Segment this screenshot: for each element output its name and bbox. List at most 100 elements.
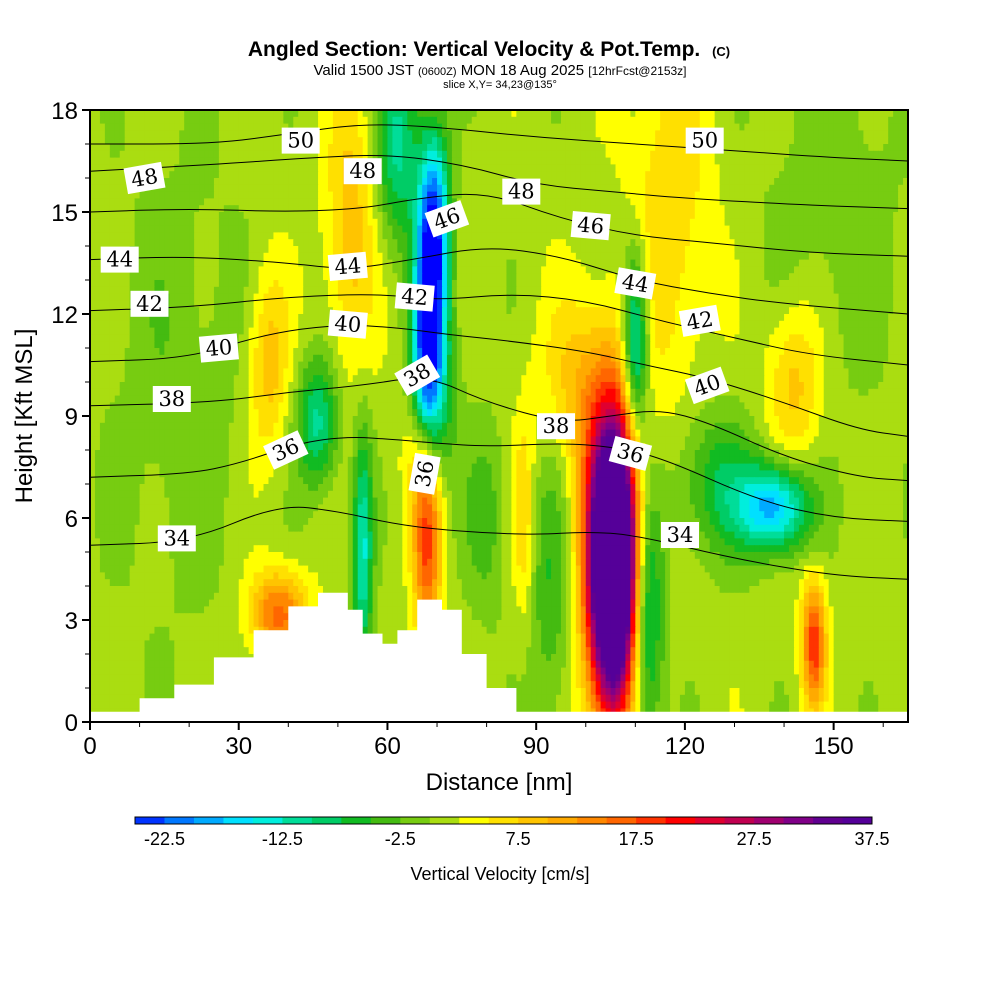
heatmap-cell — [779, 293, 785, 301]
heatmap-cell — [243, 157, 250, 165]
heatmap-cell — [789, 246, 795, 254]
heatmap-cell — [456, 123, 463, 131]
heatmap-cell — [670, 273, 676, 281]
heatmap-cell — [789, 171, 795, 179]
heatmap-cell — [486, 239, 493, 247]
heatmap-cell — [689, 212, 696, 220]
heatmap-cell — [184, 164, 190, 172]
heatmap-cell — [149, 116, 156, 125]
heatmap-cell — [734, 307, 741, 315]
heatmap-cell — [729, 130, 736, 138]
heatmap-cell — [332, 144, 339, 152]
heatmap-cell — [521, 266, 527, 274]
heatmap-cell — [278, 178, 284, 186]
heatmap-cell — [362, 130, 369, 138]
heatmap-cell — [308, 273, 314, 281]
heatmap-cell — [194, 137, 200, 145]
heatmap-cell — [169, 116, 175, 125]
heatmap-cell — [878, 239, 884, 247]
heatmap-cell — [724, 293, 731, 301]
heatmap-cell — [789, 218, 795, 227]
heatmap-cell — [541, 205, 547, 213]
heatmap-cell — [437, 137, 443, 145]
heatmap-cell — [129, 218, 136, 227]
heatmap-cell — [441, 157, 448, 165]
heatmap-cell — [694, 246, 701, 254]
heatmap-cell — [600, 171, 607, 179]
heatmap-cell — [303, 116, 309, 125]
heatmap-cell — [803, 150, 810, 159]
heatmap-cell — [382, 178, 389, 186]
heatmap-cell — [769, 198, 775, 206]
heatmap-cell — [704, 232, 711, 240]
heatmap-cell — [332, 116, 339, 125]
heatmap-cell — [208, 212, 215, 220]
heatmap-cell — [764, 212, 770, 220]
heatmap-cell — [803, 144, 810, 152]
heatmap-cell — [793, 266, 800, 274]
heatmap-cell — [873, 266, 879, 274]
heatmap-cell — [714, 232, 721, 240]
heatmap-cell — [630, 252, 636, 261]
heatmap-cell — [342, 123, 349, 131]
heatmap-cell — [764, 239, 770, 247]
heatmap-cell — [798, 137, 805, 145]
heatmap-cell — [481, 116, 488, 125]
heatmap-cell — [432, 266, 438, 274]
heatmap-cell — [620, 259, 627, 267]
heatmap-cell — [432, 137, 438, 145]
heatmap-cell — [744, 137, 750, 145]
heatmap-cell — [640, 246, 646, 254]
heatmap-cell — [90, 259, 96, 267]
heatmap-cell — [327, 191, 334, 199]
heatmap-cell — [635, 110, 641, 118]
heatmap-cell — [848, 212, 855, 220]
heatmap-cell — [729, 123, 736, 131]
heatmap-cell — [808, 225, 815, 233]
heatmap-cell — [199, 252, 205, 261]
heatmap-cell — [412, 171, 418, 179]
heatmap-cell — [501, 171, 508, 179]
heatmap-cell — [605, 280, 612, 288]
heatmap-cell — [392, 164, 398, 172]
heatmap-cell — [625, 198, 631, 206]
heatmap-cell — [704, 246, 711, 254]
heatmap-cell — [843, 286, 850, 295]
heatmap-cell — [208, 218, 215, 227]
heatmap-cell — [466, 232, 473, 240]
heatmap-cell — [134, 286, 141, 295]
heatmap-cell — [853, 307, 860, 315]
heatmap-cell — [556, 307, 562, 315]
heatmap-cell — [114, 178, 121, 186]
heatmap-cell — [541, 178, 547, 186]
heatmap-cell — [149, 150, 156, 159]
heatmap-cell — [253, 198, 260, 206]
heatmap-cell — [739, 171, 745, 179]
heatmap-cell — [873, 123, 879, 131]
heatmap-cell — [694, 218, 701, 227]
heatmap-cell — [744, 239, 750, 247]
heatmap-cell — [164, 178, 170, 186]
heatmap-cell — [595, 239, 602, 247]
heatmap-cell — [878, 171, 884, 179]
heatmap-cell — [332, 212, 339, 220]
heatmap-cell — [580, 280, 587, 288]
heatmap-cell — [684, 300, 691, 308]
heatmap-cell — [754, 259, 760, 267]
heatmap-cell — [129, 137, 136, 145]
heatmap-cell — [164, 110, 170, 118]
heatmap-cell — [600, 286, 607, 295]
heatmap-cell — [873, 130, 879, 138]
heatmap-cell — [823, 252, 830, 261]
heatmap-cell — [536, 164, 542, 172]
heatmap-cell — [714, 273, 721, 281]
heatmap-cell — [605, 239, 612, 247]
heatmap-cell — [833, 191, 840, 199]
heatmap-cell — [372, 259, 379, 267]
heatmap-cell — [263, 164, 270, 172]
heatmap-cell — [213, 280, 220, 288]
heatmap-cell — [99, 280, 106, 288]
heatmap-cell — [764, 110, 770, 118]
heatmap-cell — [417, 273, 423, 281]
heatmap-cell — [318, 232, 324, 240]
